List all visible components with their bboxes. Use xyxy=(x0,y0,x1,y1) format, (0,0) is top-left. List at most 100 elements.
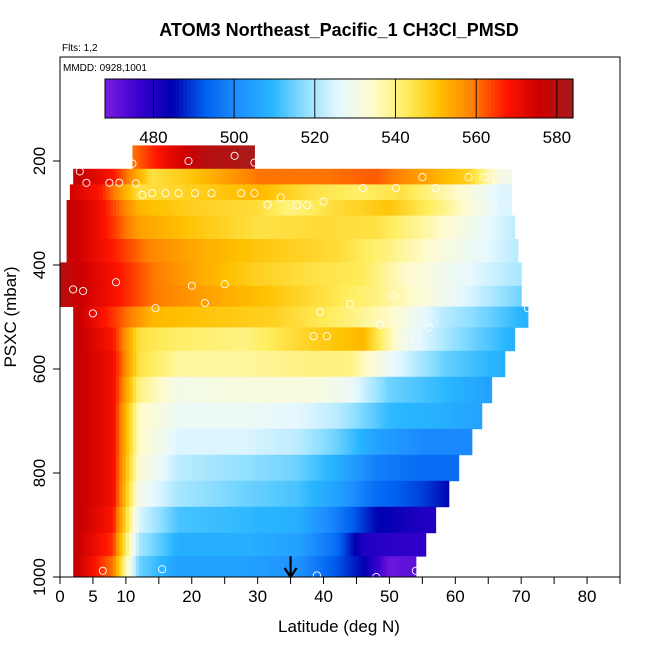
heat-cell-band-10 xyxy=(168,350,173,378)
x-axis-label: Latitude (deg N) xyxy=(278,617,400,636)
heat-cell-band-17 xyxy=(396,532,400,557)
heat-cell-band-4 xyxy=(83,215,87,240)
heat-cell-band-11 xyxy=(241,376,246,404)
heat-cell-band-6 xyxy=(359,262,364,287)
heat-cell-band-3 xyxy=(204,200,209,216)
heat-cell-band-6 xyxy=(175,262,180,287)
heat-cell-band-18 xyxy=(257,556,262,577)
heat-cell-band-3 xyxy=(455,200,460,216)
heat-cell-band-5 xyxy=(356,239,361,263)
colorbar-swatch xyxy=(225,79,231,118)
heat-cell-band-13 xyxy=(89,428,94,456)
heat-cell-band-13 xyxy=(277,428,282,456)
heat-cell-band-9 xyxy=(333,327,338,352)
heat-cell-band-5 xyxy=(237,239,242,263)
heat-cell-band-4 xyxy=(442,215,447,240)
heat-cell-band-2 xyxy=(369,184,374,201)
heat-cell-band-10 xyxy=(303,350,308,378)
colorbar-swatch xyxy=(163,79,168,118)
heat-cell-band-15 xyxy=(218,480,223,508)
heat-cell-band-13 xyxy=(198,428,203,456)
sample-point xyxy=(230,151,239,160)
heat-cell-band-16 xyxy=(96,506,101,534)
heat-cell-band-3 xyxy=(106,200,111,216)
heat-cell-band-5 xyxy=(313,239,318,263)
heat-cell-band-8 xyxy=(396,306,400,328)
heat-cell-band-2 xyxy=(185,184,190,201)
heat-cell-band-6 xyxy=(475,262,479,287)
heat-cell-band-0 xyxy=(152,145,157,170)
heat-cell-band-16 xyxy=(382,506,387,534)
heat-cell-band-8 xyxy=(432,306,437,328)
sample-point xyxy=(303,201,312,210)
heat-cell-band-2 xyxy=(237,184,242,201)
x-tick-label: 5 xyxy=(88,587,97,606)
heat-cell-band-18 xyxy=(264,556,269,577)
heat-cell-band-1 xyxy=(399,168,404,185)
heat-cell-band-14 xyxy=(405,454,410,482)
heat-cell-band-6 xyxy=(109,262,114,287)
heat-cell-band-10 xyxy=(119,350,124,378)
sample-point xyxy=(138,190,147,199)
heat-cell-band-9 xyxy=(257,327,262,352)
heat-cell-band-17 xyxy=(409,532,414,557)
heat-cell-band-18 xyxy=(346,556,351,577)
heat-cell-band-10 xyxy=(165,350,170,378)
heat-cell-band-7 xyxy=(142,285,147,307)
heat-cell-band-0 xyxy=(234,145,239,170)
heat-cell-band-4 xyxy=(106,215,111,240)
colorbar-swatch xyxy=(362,79,367,118)
heat-cell-band-14 xyxy=(422,454,427,482)
x-tick-label: 20 xyxy=(182,587,201,606)
heat-cell-band-18 xyxy=(211,556,216,577)
heat-cell-band-10 xyxy=(448,350,453,378)
heat-cell-band-7 xyxy=(165,285,170,307)
heat-cell-band-1 xyxy=(142,168,147,185)
heat-cell-band-7 xyxy=(257,285,262,307)
heat-cell-band-10 xyxy=(438,350,443,378)
heat-cell-band-11 xyxy=(89,376,94,404)
heat-cell-band-9 xyxy=(379,327,384,352)
heat-cell-band-17 xyxy=(132,532,137,557)
heat-cell-band-6 xyxy=(106,262,111,287)
heat-cell-band-8 xyxy=(132,306,137,328)
heat-cell-band-13 xyxy=(389,428,394,456)
heat-cell-band-5 xyxy=(264,239,269,263)
heat-cell-band-13 xyxy=(162,428,167,456)
heat-cell-band-16 xyxy=(191,506,196,534)
heat-cell-band-8 xyxy=(122,306,127,328)
heat-cell-band-7 xyxy=(376,285,381,307)
heat-cell-band-11 xyxy=(481,376,486,404)
heat-cell-band-18 xyxy=(83,556,87,577)
heat-cell-band-8 xyxy=(478,306,483,328)
heat-cell-band-7 xyxy=(96,285,101,307)
heat-cell-band-17 xyxy=(340,532,344,557)
heat-cell-band-8 xyxy=(481,306,486,328)
heat-cell-band-14 xyxy=(234,454,239,482)
heat-cell-band-6 xyxy=(224,262,229,287)
heat-cell-band-10 xyxy=(267,350,272,378)
heat-cell-band-17 xyxy=(172,532,176,557)
heat-cell-band-4 xyxy=(73,215,78,240)
heat-cell-band-6 xyxy=(471,262,476,287)
colorbar-swatch xyxy=(444,79,449,118)
heat-cell-band-8 xyxy=(260,306,265,328)
heat-cell-band-17 xyxy=(419,532,423,557)
heat-cell-band-10 xyxy=(290,350,295,378)
heat-cell-band-2 xyxy=(442,184,447,201)
heat-cell-band-8 xyxy=(195,306,199,328)
heat-cell-band-15 xyxy=(293,480,298,508)
heat-cell-band-5 xyxy=(475,239,479,263)
heat-cell-band-14 xyxy=(139,454,143,482)
heat-cell-band-12 xyxy=(129,402,134,430)
heat-cell-band-11 xyxy=(152,376,157,404)
heat-cell-band-18 xyxy=(92,556,97,577)
heat-cell-band-12 xyxy=(399,402,404,430)
heat-cell-band-7 xyxy=(471,285,476,307)
heat-cell-band-15 xyxy=(102,480,107,508)
heat-cell-band-16 xyxy=(73,506,78,534)
heat-cell-band-2 xyxy=(214,184,219,201)
heat-cell-band-10 xyxy=(208,350,213,378)
heat-cell-band-10 xyxy=(442,350,447,378)
colorbar-swatch xyxy=(105,79,110,118)
